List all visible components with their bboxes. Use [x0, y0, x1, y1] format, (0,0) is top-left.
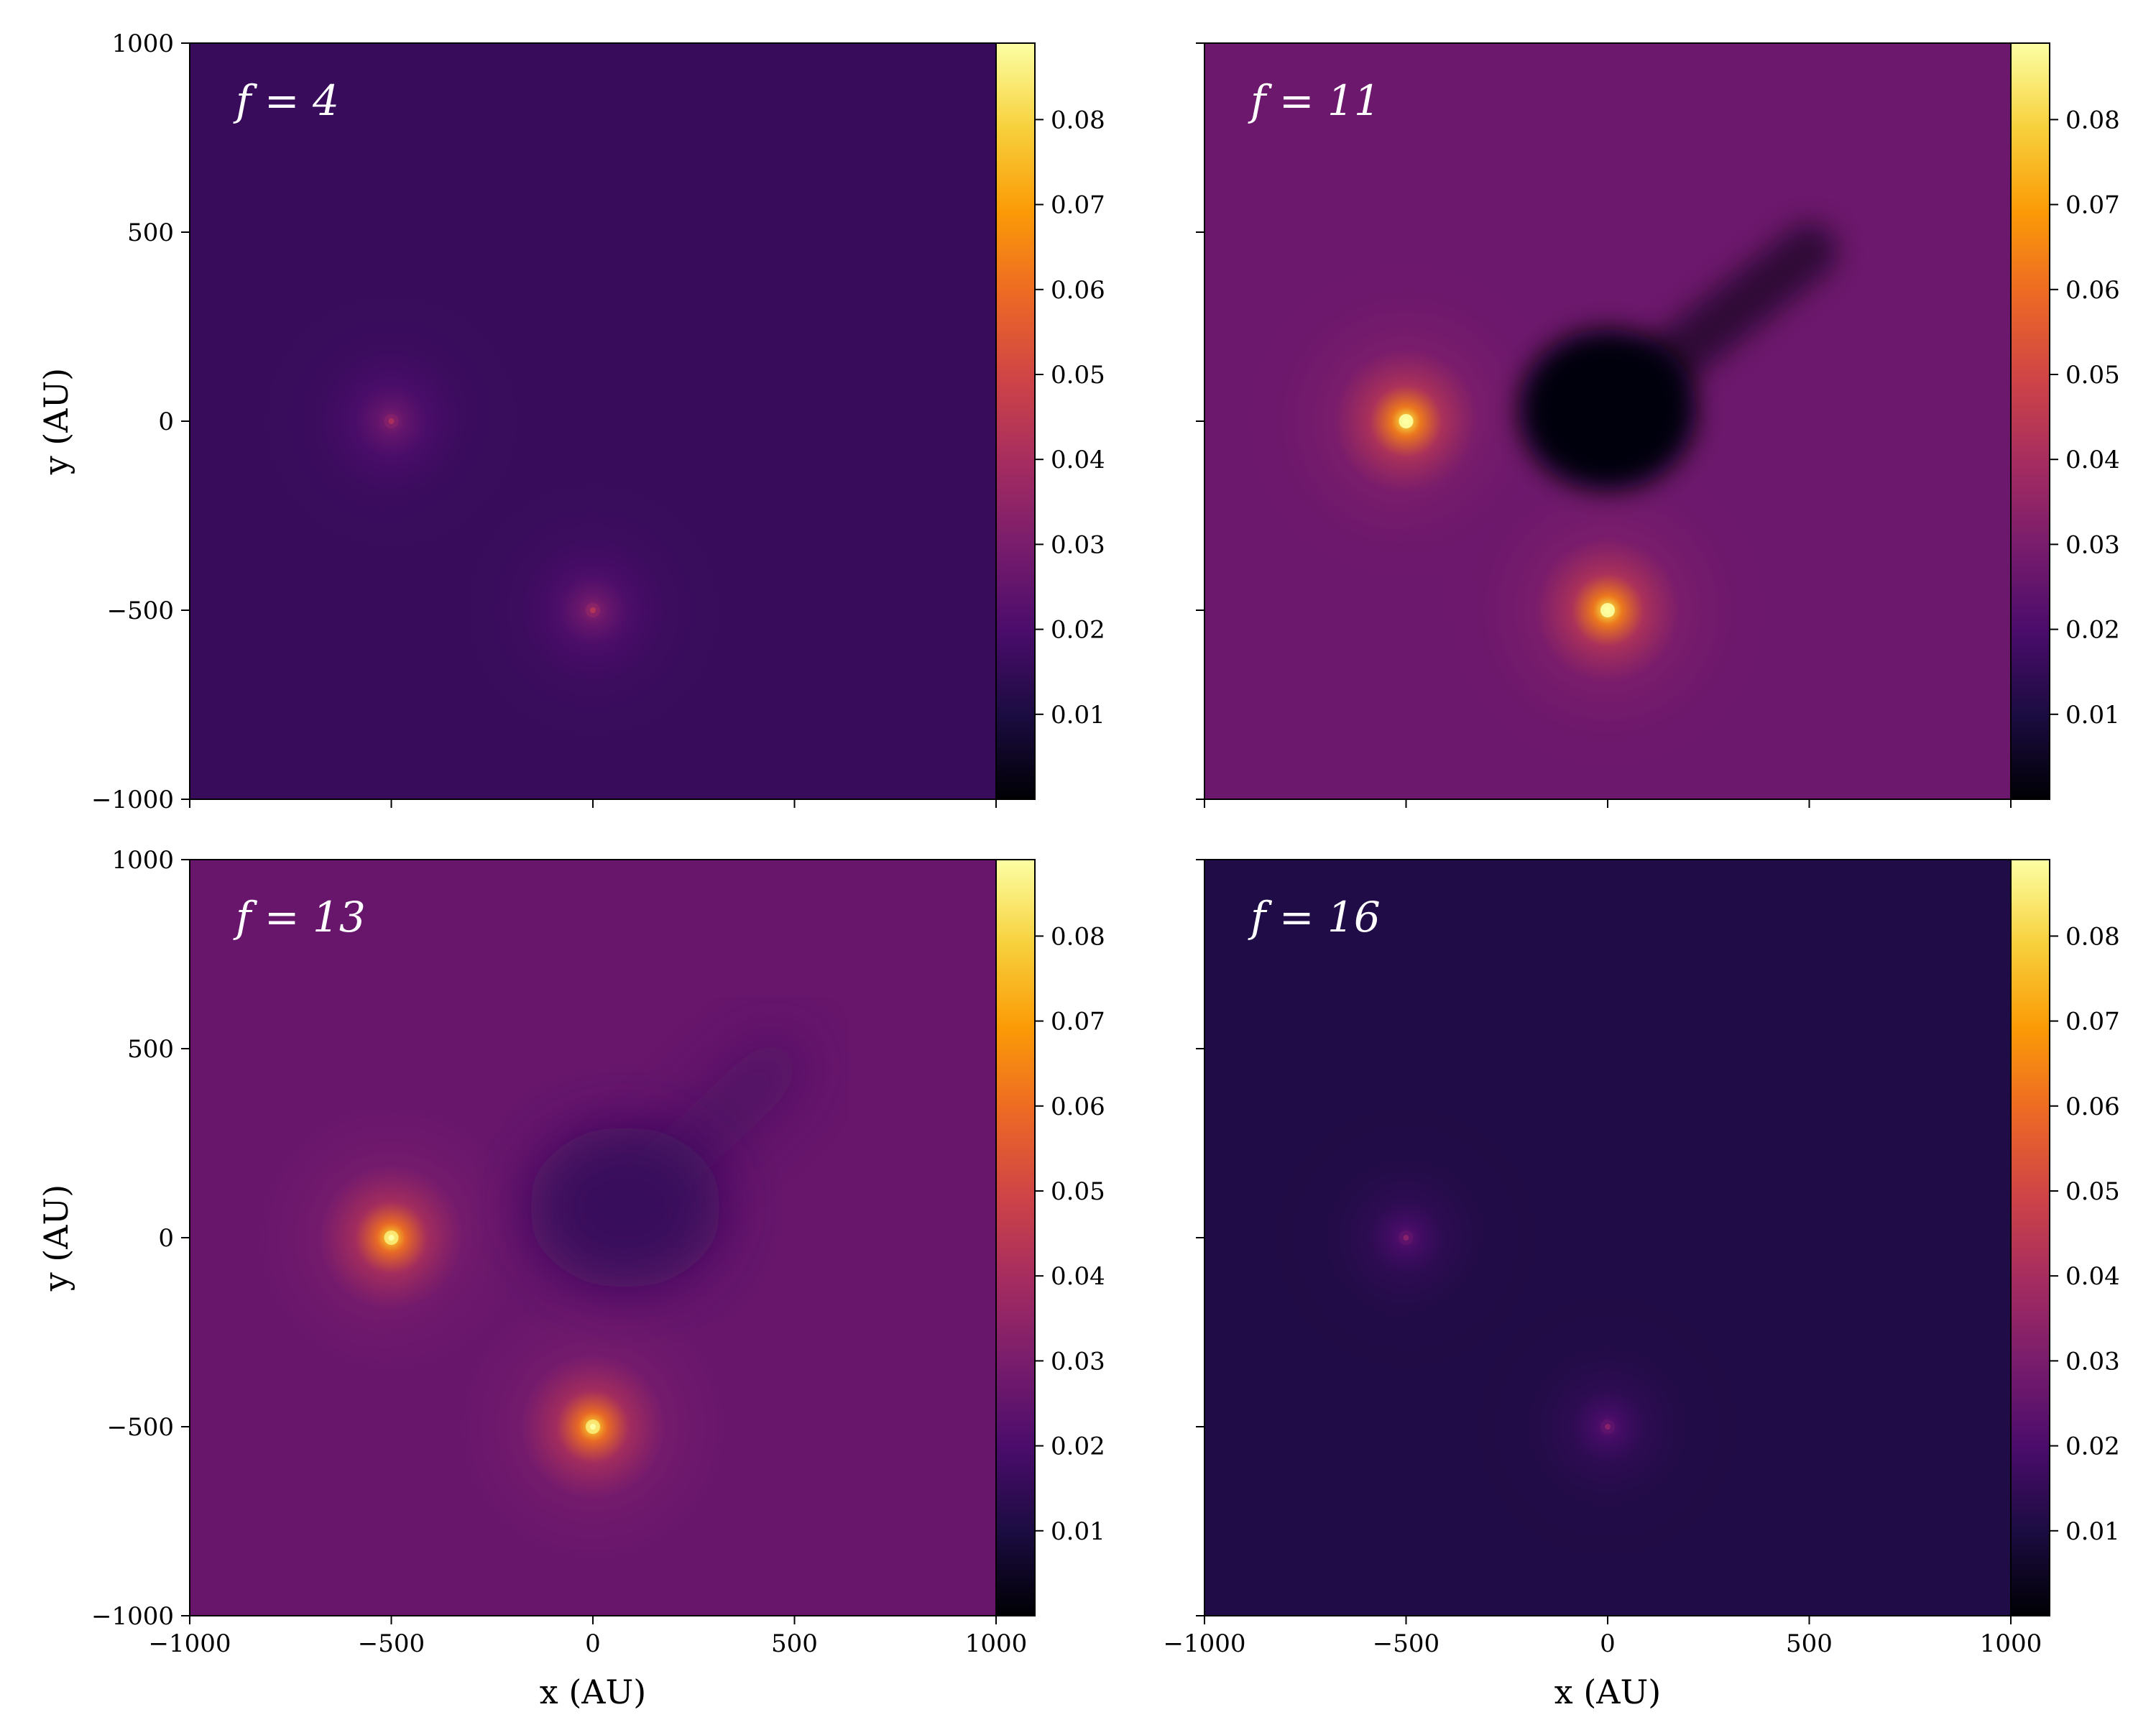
- colorbar-tick-label: 0.07: [2065, 191, 2120, 220]
- colorbar-frame: [995, 859, 1036, 1616]
- y-tick-label: 500: [127, 1035, 174, 1064]
- colorbar-tick-label: 0.04: [2065, 446, 2120, 474]
- heatmap-panel-1: f = 4 −1000 −500 0 500 1000 y (AU) 0.01 0.02 0.03…: [37, 29, 1105, 814]
- y-tick-label: −500: [107, 1413, 174, 1442]
- colorbar: [996, 43, 1035, 799]
- panel-label: f = 13: [233, 893, 366, 942]
- x-axis-label: x (AU): [1554, 1673, 1661, 1711]
- y-tick-label: −1000: [91, 786, 174, 814]
- source-point: [1403, 418, 1409, 424]
- y-tick-label: 0: [158, 1224, 174, 1253]
- colorbar-tick-label: 0.03: [2065, 1347, 2120, 1376]
- density-field: [1204, 43, 2011, 799]
- y-axis-label: y (AU): [37, 1184, 75, 1292]
- colorbar-tick-label: 0.06: [1051, 276, 1105, 305]
- colorbar-tick-label: 0.01: [2065, 701, 2120, 730]
- source-glow: [351, 1184, 835, 1616]
- x-tick-label: 0: [1600, 1629, 1616, 1658]
- source-point: [1605, 607, 1611, 613]
- x-tick-label: −500: [1373, 1629, 1439, 1658]
- y-tick-label: 0: [158, 408, 174, 436]
- x-tick-label: 1000: [1980, 1629, 2042, 1658]
- density-field: [1204, 860, 2011, 1616]
- colorbar-frame: [995, 42, 1036, 800]
- colorbar-tick-label: 0.01: [1051, 1517, 1105, 1546]
- colorbar-tick-label: 0.07: [2065, 1008, 2120, 1036]
- colorbar: [2011, 860, 2050, 1616]
- colorbar-tick-label: 0.08: [1051, 106, 1105, 134]
- colorbar-tick-label: 0.08: [1051, 922, 1105, 951]
- heatmap-panel-3: f = 13 −1000 −500 0 500 1000 −1000 −500 0 500 1000…: [37, 846, 1105, 1711]
- colorbar-tick-label: 0.04: [1051, 446, 1105, 474]
- colorbar-tick-label: 0.03: [1051, 1347, 1105, 1376]
- source-point: [1403, 1235, 1409, 1241]
- colorbar-tick-label: 0.07: [1051, 191, 1105, 220]
- heatmap-panel-2: f = 11 0.01 0.02 0.03 0.04 0.05 0.06 0.07 0.08: [1196, 42, 2120, 808]
- density-field: [190, 43, 996, 799]
- colorbar-tick-label: 0.06: [1051, 1092, 1105, 1121]
- colorbar-tick-label: 0.03: [2065, 530, 2120, 559]
- source-point: [1605, 1424, 1611, 1430]
- colorbar: [2011, 43, 2050, 799]
- colorbar: [996, 860, 1035, 1616]
- colorbar-tick-label: 0.08: [2065, 106, 2120, 134]
- colorbar-frame: [2010, 42, 2050, 800]
- colorbar-tick-label: 0.02: [2065, 1432, 2120, 1461]
- colorbar-frame: [2010, 859, 2050, 1616]
- colorbar-tick-label: 0.07: [1051, 1008, 1105, 1036]
- x-tick-label: 1000: [965, 1629, 1028, 1658]
- source-glow: [1365, 368, 1850, 799]
- cavity: [528, 1126, 722, 1289]
- x-tick-label: 500: [771, 1629, 818, 1658]
- colorbar-tick-label: 0.04: [2065, 1262, 2120, 1291]
- colorbar-tick-label: 0.02: [1051, 1432, 1105, 1461]
- colorbar-tick-label: 0.06: [2065, 276, 2120, 305]
- x-tick-label: −1000: [1163, 1629, 1245, 1658]
- colorbar-tick-label: 0.06: [2065, 1092, 2120, 1121]
- x-tick-label: 500: [1786, 1629, 1833, 1658]
- source-glow: [351, 368, 835, 799]
- colorbar-tick-label: 0.01: [2065, 1517, 2120, 1546]
- y-tick-label: −1000: [91, 1602, 174, 1631]
- heatmap-panel-4: f = 16 −1000 −500 0 500 1000 x (AU) 0.01 0.02 0.0…: [1163, 859, 2120, 1711]
- colorbar-tick-label: 0.02: [2065, 616, 2120, 645]
- panel-label: f = 11: [1248, 76, 1381, 125]
- source-point: [590, 1424, 596, 1430]
- colorbar-tick-label: 0.02: [1051, 616, 1105, 645]
- source-glow: [1365, 1184, 1850, 1616]
- x-axis-label: x (AU): [540, 1673, 646, 1711]
- density-field: [190, 860, 996, 1616]
- x-tick-label: −500: [358, 1629, 425, 1658]
- y-axis-label: y (AU): [37, 368, 75, 476]
- panel-label: f = 16: [1248, 893, 1381, 942]
- source-point: [590, 607, 596, 613]
- cavity: [1519, 329, 1697, 491]
- x-tick-label: −1000: [148, 1629, 231, 1658]
- colorbar-tick-label: 0.05: [1051, 361, 1105, 390]
- source-point: [388, 1235, 395, 1241]
- colorbar-tick-label: 0.05: [2065, 1177, 2120, 1206]
- colorbar-tick-label: 0.03: [1051, 530, 1105, 559]
- colorbar-tick-label: 0.05: [1051, 1177, 1105, 1206]
- panel-label: f = 4: [233, 76, 339, 125]
- colorbar-tick-label: 0.04: [1051, 1262, 1105, 1291]
- y-tick-label: 500: [127, 218, 174, 247]
- y-tick-label: 1000: [111, 846, 174, 875]
- colorbar-tick-label: 0.01: [1051, 701, 1105, 730]
- colorbar-tick-label: 0.05: [2065, 361, 2120, 390]
- y-tick-label: −500: [107, 597, 174, 625]
- source-point: [388, 418, 395, 424]
- x-tick-label: 0: [585, 1629, 601, 1658]
- colorbar-tick-label: 0.08: [2065, 922, 2120, 951]
- y-tick-label: 1000: [111, 29, 174, 58]
